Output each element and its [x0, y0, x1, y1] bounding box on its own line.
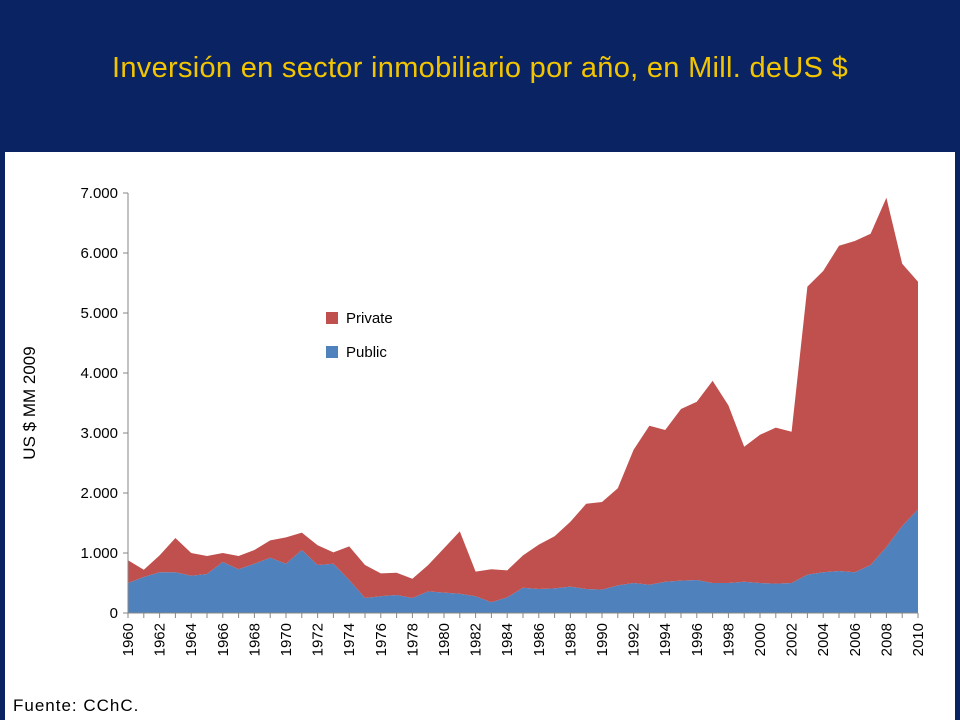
area-public [128, 509, 918, 613]
y-tick-label: 4.000 [80, 365, 118, 382]
x-tick-label: 2004 [815, 623, 832, 656]
y-tick-label: 1.000 [80, 545, 118, 562]
x-tick-label: 1960 [120, 623, 137, 656]
area-private [128, 197, 918, 603]
x-tick-label: 1980 [436, 623, 453, 656]
x-tick-label: 1984 [499, 623, 516, 656]
x-tick-label: 1996 [689, 623, 706, 656]
x-tick-label: 1994 [657, 623, 674, 656]
legend-label-private: Private [346, 310, 393, 327]
source-note: Fuente: CChC. [13, 696, 140, 715]
x-tick-label: 1986 [531, 623, 548, 656]
x-tick-label: 1992 [626, 623, 643, 656]
x-tick-label: 1966 [215, 623, 232, 656]
y-tick-label: 5.000 [80, 305, 118, 322]
x-tick-label: 1978 [404, 623, 421, 656]
y-tick-label: 2.000 [80, 485, 118, 502]
y-tick-label: 7.000 [80, 185, 118, 202]
legend-swatch-private [326, 312, 338, 324]
x-tick-label: 1968 [246, 623, 263, 656]
legend-swatch-public [326, 346, 338, 358]
x-tick-label: 1990 [594, 623, 611, 656]
slide-title: Inversión en sector inmobiliario por año… [111, 52, 848, 84]
x-tick-label: 1974 [341, 623, 358, 656]
y-tick-label: 0 [110, 605, 118, 622]
y-axis-title: US $ MM 2009 [20, 346, 39, 459]
x-tick-label: 1972 [310, 623, 327, 656]
x-tick-label: 1988 [562, 623, 579, 656]
x-tick-label: 1982 [468, 623, 485, 656]
stacked-area-chart: 0 1.000 2.000 3.000 4.000 5.000 6.000 7.000 1960… [20, 185, 927, 656]
legend-label-public: Public [346, 344, 387, 361]
y-tick-label: 6.000 [80, 245, 118, 262]
x-tick-label: 2000 [752, 623, 769, 656]
x-tick-label: 2008 [878, 623, 895, 656]
x-tick-label: 1964 [183, 623, 200, 656]
chart-panel: 0 1.000 2.000 3.000 4.000 5.000 6.000 7.000 1960… [5, 152, 955, 720]
x-tick-label: 1962 [152, 623, 169, 656]
y-tick-label: 3.000 [80, 425, 118, 442]
x-tick-label: 1976 [373, 623, 390, 656]
x-tick-label: 2002 [784, 623, 801, 656]
x-tick-label: 1998 [720, 623, 737, 656]
x-tick-label: 1970 [278, 623, 295, 656]
x-tick-label: 2010 [910, 623, 927, 656]
x-tick-label: 2006 [847, 623, 864, 656]
